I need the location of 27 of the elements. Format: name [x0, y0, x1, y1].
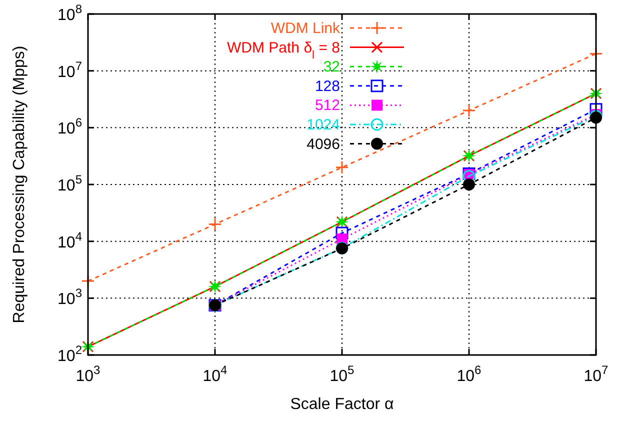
x-tick-label: 10$^{5}$ — [330, 363, 355, 385]
y-tick-label: 10$^{7}$ — [58, 58, 82, 81]
legend-label: WDM Link — [270, 20, 340, 37]
point — [590, 103, 602, 116]
legend-label: 128 — [314, 78, 340, 95]
point — [462, 104, 476, 118]
legend-label: 4096 — [306, 136, 340, 153]
x-tick-label: 10$^{4}$ — [202, 363, 228, 385]
y-tick-label: 10$^{3}$ — [58, 286, 82, 308]
legend-label: 512 — [314, 97, 340, 114]
y-axis-title: Required Processing Capability (Mpps) — [11, 46, 28, 324]
x-tick-label: 10$^{7}$ — [584, 363, 609, 385]
y-tick-label: 10$^{4}$ — [58, 229, 82, 252]
x-axis-title: Scale Factor α — [290, 396, 394, 413]
x-tick-label: 10$^{3}$ — [76, 363, 101, 385]
y-tick-label: 10$^{2}$ — [58, 343, 82, 365]
x-tick-label: 10$^{6}$ — [456, 363, 482, 385]
point — [463, 178, 475, 190]
point — [336, 226, 348, 240]
y-tick-label: 10$^{8}$ — [58, 2, 82, 24]
y-tick-label: 10$^{5}$ — [58, 172, 82, 194]
legend-label: 1024 — [306, 116, 340, 134]
point — [208, 217, 222, 231]
y-tick-label: 10$^{6}$ — [58, 116, 82, 138]
legend-label: 32 — [323, 58, 340, 76]
point — [335, 160, 349, 174]
legend-label: WDM Path δ$_{l}$ = 8 — [227, 39, 340, 62]
